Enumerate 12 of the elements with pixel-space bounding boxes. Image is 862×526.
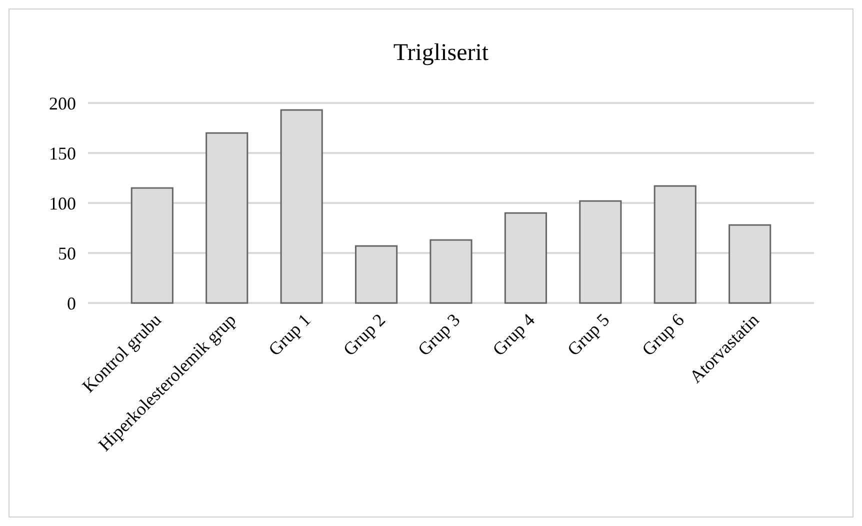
y-tick-label: 200: [49, 93, 76, 114]
x-tick-label: Grup 1: [264, 310, 314, 360]
x-tick-label: Grup 2: [339, 310, 390, 360]
y-tick-label: 0: [67, 293, 76, 314]
x-tick-label: Grup 4: [488, 310, 539, 360]
x-tick-label: Grup 6: [638, 310, 688, 360]
x-tick-label: Grup 3: [414, 310, 464, 360]
chart-title: Trigliserit: [393, 40, 489, 66]
x-tick-label: Grup 5: [563, 310, 614, 360]
y-tick-label: 100: [49, 193, 76, 214]
y-tick-label: 50: [58, 243, 76, 264]
y-tick-label: 150: [49, 143, 76, 164]
